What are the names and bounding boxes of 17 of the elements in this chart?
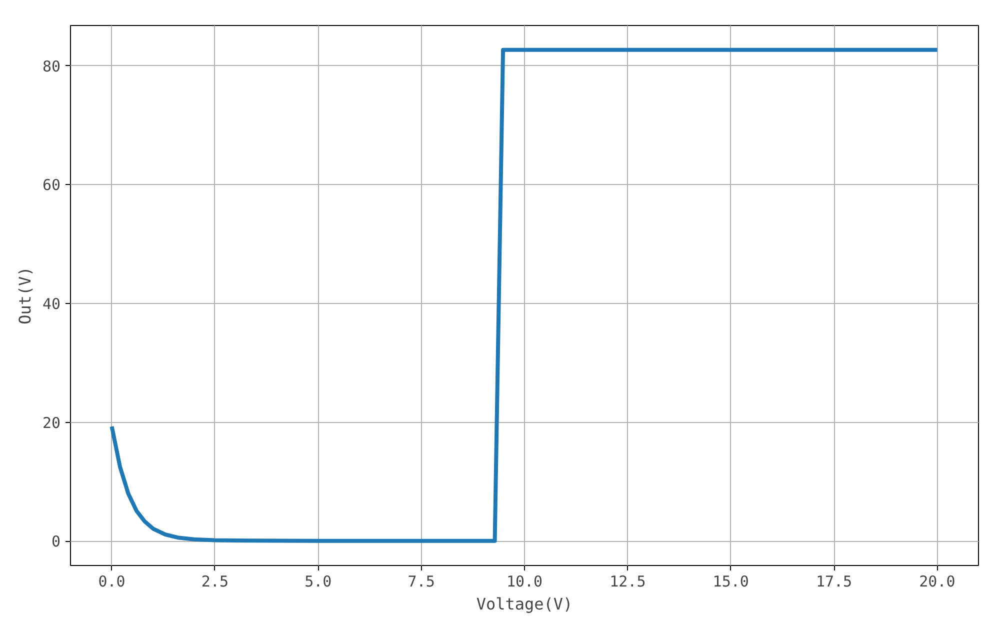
x-axis-title: Voltage(V) bbox=[476, 594, 573, 614]
y-tick-label: 20 bbox=[42, 414, 60, 432]
x-tick-label: 15.0 bbox=[712, 572, 749, 590]
y-tick-label: 0 bbox=[51, 532, 60, 551]
y-tick-label: 80 bbox=[42, 57, 60, 76]
x-tick-label: 12.5 bbox=[610, 572, 646, 590]
x-tick-label: 2.5 bbox=[201, 572, 228, 590]
x-tick-label: 0.0 bbox=[98, 572, 126, 590]
x-tick-label: 17.5 bbox=[816, 572, 852, 590]
line-series bbox=[110, 48, 940, 543]
x-tick-label: 7.5 bbox=[408, 572, 435, 590]
x-tick-label: 10.0 bbox=[506, 572, 543, 590]
y-axis-title: Out(V) bbox=[15, 266, 34, 324]
x-tick-label: 20.0 bbox=[919, 572, 956, 590]
x-tick-label: 5.0 bbox=[304, 572, 332, 590]
y-tick-label: 40 bbox=[42, 295, 60, 314]
y-tick-label: 60 bbox=[42, 176, 60, 194]
